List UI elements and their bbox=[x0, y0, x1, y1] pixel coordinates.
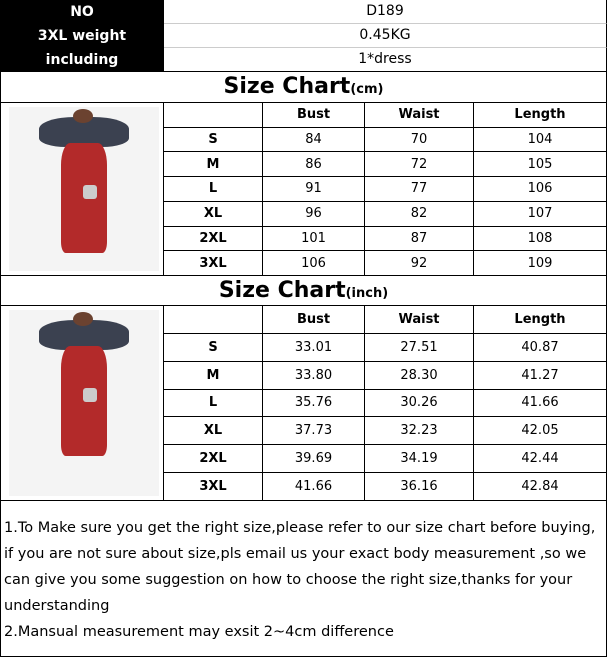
cell: 33.80 bbox=[262, 360, 365, 390]
info-value: D189 bbox=[164, 0, 607, 24]
cell: 91 bbox=[262, 176, 365, 202]
dress-photo bbox=[0, 102, 164, 276]
size-label: 3XL bbox=[163, 250, 263, 276]
info-value: 0.45KG bbox=[164, 24, 607, 48]
cell: 107 bbox=[473, 200, 607, 227]
column-header: Waist bbox=[364, 305, 474, 334]
size-label: 2XL bbox=[163, 225, 263, 252]
table-row: 2XL 101 87 108 bbox=[1, 225, 607, 252]
cell: 28.30 bbox=[364, 360, 474, 390]
table-header-row: Bust Waist Length bbox=[0, 305, 607, 501]
cell: 41.27 bbox=[473, 360, 607, 390]
table-header-row: Bust Waist Length bbox=[0, 102, 607, 276]
cell: 32.23 bbox=[364, 416, 474, 446]
cell: 105 bbox=[473, 151, 607, 178]
cell: 33.01 bbox=[262, 332, 365, 362]
size-label: XL bbox=[163, 200, 263, 227]
cell: 92 bbox=[364, 250, 474, 276]
cell: 27.51 bbox=[364, 332, 474, 362]
cell: 42.84 bbox=[473, 472, 607, 501]
info-label: NO bbox=[0, 0, 164, 24]
table-row: L 91 77 106 bbox=[1, 176, 607, 202]
column-header: Bust bbox=[262, 305, 365, 334]
cell: 106 bbox=[262, 250, 365, 276]
info-label: 3XL weight bbox=[0, 24, 164, 48]
size-table-cm: Bust Waist Length S 84 70 104 M 86 72 105 L 91 77 106 X… bbox=[0, 102, 607, 276]
notes: 1.To Make sure you get the right size,pl… bbox=[0, 500, 607, 657]
cell: 72 bbox=[364, 151, 474, 178]
note-1: 1.To Make sure you get the right size,pl… bbox=[4, 520, 596, 614]
cell: 35.76 bbox=[262, 388, 365, 418]
info-row: 3XL weight 0.45KG bbox=[0, 24, 607, 48]
size-label: L bbox=[163, 388, 263, 418]
table-row: S 33.01 27.51 40.87 bbox=[1, 332, 607, 362]
size-label: M bbox=[163, 151, 263, 178]
size-chart-inch-title: Size Chart(inch) bbox=[0, 275, 607, 306]
cell: 101 bbox=[262, 225, 365, 252]
cell: 87 bbox=[364, 225, 474, 252]
cell: 70 bbox=[364, 126, 474, 153]
table-row: 3XL 106 92 109 bbox=[1, 250, 607, 276]
size-label: XL bbox=[163, 416, 263, 446]
column-header: Bust bbox=[262, 102, 365, 128]
cell: 30.26 bbox=[364, 388, 474, 418]
cell: 84 bbox=[262, 126, 365, 153]
cell: 36.16 bbox=[364, 472, 474, 501]
info-label: including bbox=[0, 48, 164, 72]
cell: 108 bbox=[473, 225, 607, 252]
cell: 106 bbox=[473, 176, 607, 202]
size-label: S bbox=[163, 126, 263, 153]
size-label: M bbox=[163, 360, 263, 390]
column-header: Waist bbox=[364, 102, 474, 128]
info-row: NO D189 bbox=[0, 0, 607, 24]
cell: 39.69 bbox=[262, 444, 365, 474]
size-label: L bbox=[163, 176, 263, 202]
info-row: including 1*dress bbox=[0, 48, 607, 72]
column-header: Length bbox=[473, 102, 607, 128]
table-row: 3XL 41.66 36.16 42.84 bbox=[1, 472, 607, 501]
cell: 109 bbox=[473, 250, 607, 276]
cell: 40.87 bbox=[473, 332, 607, 362]
cell: 42.44 bbox=[473, 444, 607, 474]
cell: 77 bbox=[364, 176, 474, 202]
size-label: 2XL bbox=[163, 444, 263, 474]
cell: 41.66 bbox=[473, 388, 607, 418]
table-row: M 33.80 28.30 41.27 bbox=[1, 360, 607, 390]
size-table-inch: Bust Waist Length S 33.01 27.51 40.87 M 33.80 28.… bbox=[0, 305, 607, 501]
cell: 82 bbox=[364, 200, 474, 227]
dress-photo bbox=[0, 305, 164, 501]
cell: 37.73 bbox=[262, 416, 365, 446]
cell: 86 bbox=[262, 151, 365, 178]
note-2: 2.Mansual measurement may exsit 2~4cm di… bbox=[4, 624, 394, 640]
cell: 104 bbox=[473, 126, 607, 153]
size-chart-cm-title: Size Chart(cm) bbox=[0, 71, 607, 103]
table-row: XL 37.73 32.23 42.05 bbox=[1, 416, 607, 446]
table-row: 2XL 39.69 34.19 42.44 bbox=[1, 444, 607, 474]
cell: 42.05 bbox=[473, 416, 607, 446]
cell: 96 bbox=[262, 200, 365, 227]
column-header: Length bbox=[473, 305, 607, 334]
size-label: S bbox=[163, 332, 263, 362]
info-value: 1*dress bbox=[164, 48, 607, 72]
cell: 41.66 bbox=[262, 472, 365, 501]
size-label: 3XL bbox=[163, 472, 263, 501]
cell: 34.19 bbox=[364, 444, 474, 474]
